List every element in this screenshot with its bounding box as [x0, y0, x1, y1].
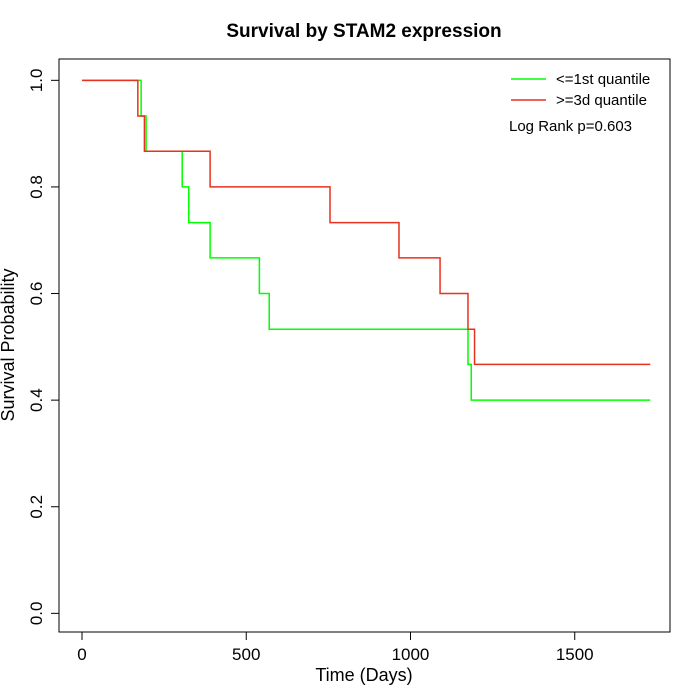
series-line-low-quantile	[81, 79, 651, 401]
y-axis-label: Survival Probability	[0, 268, 18, 421]
chart-title: Survival by STAM2 expression	[226, 21, 501, 42]
legend-label-low: <=1st quantile	[556, 71, 650, 88]
y-tick-label: 1.0	[27, 69, 46, 93]
legend: <=1st quantile >=3d quantile	[511, 71, 650, 109]
x-tick-label: 0	[77, 645, 86, 664]
x-axis: 0 500 1000 1500	[77, 631, 594, 664]
x-tick-label: 1500	[556, 645, 594, 664]
x-tick-label: 1000	[392, 645, 430, 664]
y-tick-label: 0.2	[27, 495, 46, 519]
y-axis: 0.0 0.2 0.4 0.6 0.8 1.0	[27, 69, 60, 626]
legend-label-high: >=3d quantile	[556, 92, 647, 109]
y-tick-label: 0.8	[27, 175, 46, 199]
x-axis-label: Time (Days)	[315, 665, 412, 685]
y-tick-label: 0.0	[27, 602, 46, 626]
series-line-high-quantile	[81, 79, 651, 366]
plot-frame	[58, 58, 671, 633]
x-tick-label: 500	[232, 645, 260, 664]
y-tick-label: 0.6	[27, 282, 46, 306]
series-layer	[81, 79, 651, 401]
log-rank-annotation: Log Rank p=0.603	[509, 118, 632, 135]
y-tick-label: 0.4	[27, 388, 46, 412]
